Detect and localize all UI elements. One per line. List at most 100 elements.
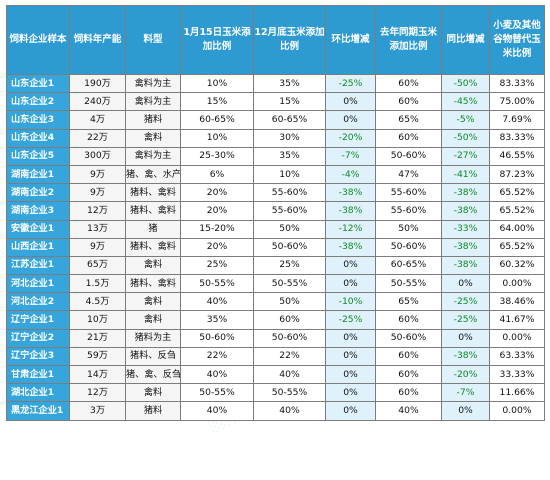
table-cell: -38% (441, 237, 490, 257)
table-row: 安徽企业1 13万猪 15-20% 50% -12% 50% -33% 64.00% (6, 219, 545, 239)
table-cell: 禽料 (125, 255, 181, 276)
table-cell: 3万 (69, 401, 126, 421)
table-cell: 22% (180, 346, 254, 367)
table-cell: 禽料为主 (125, 146, 181, 166)
table-cell: -38% (441, 183, 490, 203)
sample-name-cell: 辽宁企业1 (6, 310, 70, 330)
table-cell: 0% (441, 401, 490, 421)
table-cell: 50-60% (375, 146, 442, 166)
table-cell: 87.23% (489, 164, 545, 185)
table-cell: 60-65% (253, 110, 326, 130)
table-cell: 猪料、禽料 (125, 274, 181, 294)
table-cell: 猪料 (125, 110, 181, 130)
table-cell: 10% (180, 128, 254, 148)
table-cell: 猪料、禽料 (125, 183, 181, 203)
table-cell: -50% (441, 128, 490, 148)
table-row: 湖南企业2 9万 猪料、禽料 20% 55-60% -38% 55-60% -38% 65.52… (6, 183, 545, 203)
table-cell: 35% (180, 310, 254, 330)
sample-name-cell: 湖北企业1 (6, 383, 70, 403)
sample-name-cell: 黑龙江企业1 (6, 401, 70, 421)
sample-name-cell: 安徽企业1 (6, 219, 70, 239)
table-cell: -12% (325, 219, 376, 239)
column-header: 1月15日玉米添加比例 (180, 5, 254, 75)
table-cell: 30% (253, 128, 326, 148)
table-cell: 25-30% (180, 146, 254, 166)
table-cell: 猪料 (125, 401, 181, 421)
table-cell: 0.00% (489, 401, 545, 421)
table-cell: 7.69% (489, 110, 545, 130)
table-cell: 4.5万 (69, 292, 126, 312)
table-row: 黑龙江企业1 3万 猪料 40% 40% 0% 40% 0% 0.00% (6, 401, 545, 421)
table-cell: 60% (375, 383, 442, 403)
table-row: 山东企业3 4万 猪料 60-65% 60-65% 0% 65% -5% 7.69% (6, 110, 545, 130)
table-row: 湖南企业1 9万 猪、禽、水产 6% 10% -4% 47% -41% 87.23% (6, 164, 545, 185)
table-cell: 0% (325, 346, 376, 367)
table-row: 山东企业5 300万 禽料为主 25-30% 35% -7% 50-60% -27% 46.55… (6, 146, 545, 166)
table-cell: -38% (441, 346, 490, 367)
table-cell: 35% (253, 146, 326, 166)
table-cell: 65.52% (489, 201, 545, 221)
table-row: 山东企业1 190万 禽料为主 10% 35% -25% 60% -50% 83.33% (6, 73, 545, 94)
sample-name-cell: 河北企业1 (6, 274, 70, 294)
sample-name-cell: 山东企业3 (6, 110, 70, 130)
table-cell: -50% (441, 73, 490, 94)
table-cell: 40% (253, 364, 326, 385)
table-cell: -10% (325, 292, 376, 312)
table-cell: -27% (441, 146, 490, 166)
table-cell: -7% (441, 383, 490, 403)
table-cell: 63.33% (489, 346, 545, 367)
table-row: 甘肃企业1 14万 猪、禽、反刍 40% 40% 0% 60% -20% 33.33% (6, 364, 545, 385)
table-cell: 6% (180, 164, 254, 185)
table-cell: -38% (325, 183, 376, 203)
table-cell: 40% (180, 364, 254, 385)
table-cell: 1.5万 (69, 274, 126, 294)
table-cell: 0% (325, 255, 376, 276)
table-cell: -25% (441, 310, 490, 330)
table-cell: -20% (325, 128, 376, 148)
column-header: 12月底玉米添加比例 (253, 5, 326, 75)
table-row: 山东企业2 240万 禽料为主 15% 15% 0% 60% -45% 75.00% (6, 92, 545, 112)
column-header: 饲料企业样本 (6, 5, 70, 75)
table-cell: 240万 (69, 92, 126, 112)
table-cell: 35% (253, 73, 326, 94)
table-cell: 60% (375, 92, 442, 112)
table-cell: 12万 (69, 383, 126, 403)
table-cell: 55-60% (253, 183, 326, 203)
table-cell: 55-60% (375, 201, 442, 221)
table-cell: 0% (325, 328, 376, 348)
table-cell: 65万 (69, 255, 126, 276)
table-row: 河北企业2 4.5万 禽料 40% 50% -10% 65% -25% 38.46% (6, 292, 545, 312)
sample-name-cell: 辽宁企业3 (6, 346, 70, 367)
table-cell: 50-60% (375, 237, 442, 257)
table-cell: 300万 (69, 146, 126, 166)
sample-name-cell: 山东企业1 (6, 73, 70, 94)
sample-name-cell: 山东企业4 (6, 128, 70, 148)
table-cell: 0% (441, 328, 490, 348)
table-cell: -25% (325, 310, 376, 330)
table-cell: -41% (441, 164, 490, 185)
table-cell: 38.46% (489, 292, 545, 312)
table-row: 湖北企业1 12万 禽料 50-55% 50-55% 0% 60% -7% 11.66% (6, 383, 545, 403)
table-cell: 13万 (69, 219, 126, 239)
table-cell: 20% (180, 237, 254, 257)
table-cell: 20% (180, 183, 254, 203)
table-cell: 猪料、禽料 (125, 237, 181, 257)
table-cell: 禽料为主 (125, 92, 181, 112)
column-header: 料型 (125, 5, 181, 75)
table-cell: 10万 (69, 310, 126, 330)
table-cell: 14万 (69, 364, 126, 385)
table-row: 辽宁企业1 10万 禽料 35% 60% -25% 60% -25% 41.67% (6, 310, 545, 330)
table-cell: 11.66% (489, 383, 545, 403)
table-cell: 猪、禽、反刍 (125, 364, 181, 385)
table-cell: 0.00% (489, 328, 545, 348)
sample-name-cell: 山东企业2 (6, 92, 70, 112)
table-cell: 55-60% (253, 201, 326, 221)
table-cell: 10% (253, 164, 326, 185)
table-cell: 75.00% (489, 92, 545, 112)
table-cell: 22万 (69, 128, 126, 148)
table-cell: 60-65% (180, 110, 254, 130)
table-cell: 0% (325, 383, 376, 403)
table-cell: 50% (375, 219, 442, 239)
table-cell: -33% (441, 219, 490, 239)
